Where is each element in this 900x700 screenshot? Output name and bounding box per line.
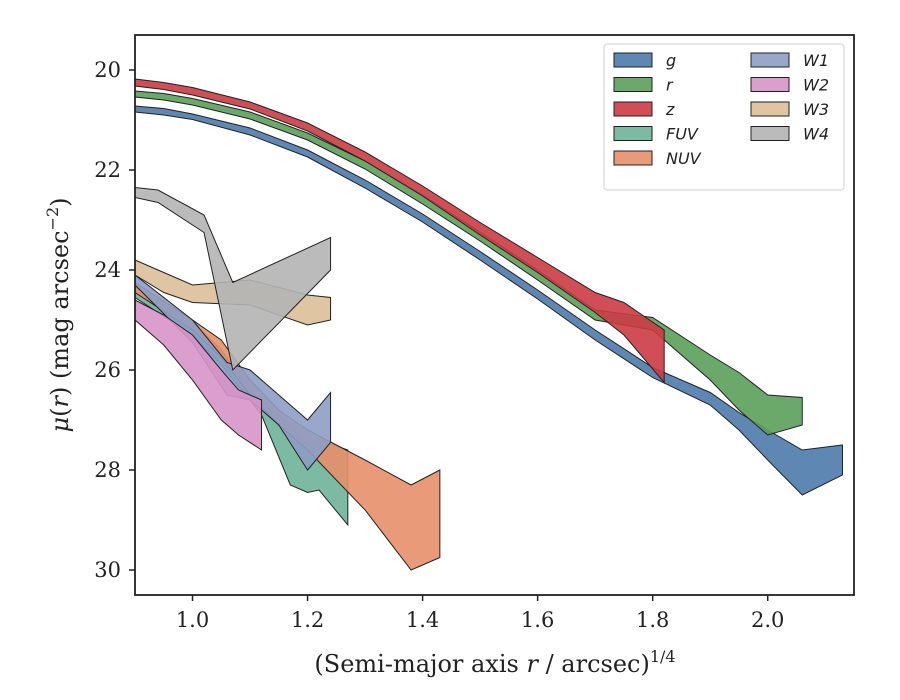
band-z xyxy=(134,78,665,384)
y-tick-label: 28 xyxy=(94,458,121,482)
legend-label-w2: W2 xyxy=(803,76,829,95)
legend-swatch-w2 xyxy=(750,77,790,92)
legend-swatch-nuv xyxy=(613,150,653,166)
legend-swatch-w1 xyxy=(750,52,790,68)
x-tick-label: 1.2 xyxy=(291,608,324,632)
legend-label-w1: W1 xyxy=(803,51,829,70)
x-tick-label: 2.0 xyxy=(751,608,784,632)
band-g xyxy=(134,105,843,496)
x-tick-label: 1.0 xyxy=(176,608,209,632)
legend-label-z: z xyxy=(665,100,675,119)
y-tick-label: 20 xyxy=(94,58,121,82)
legend-swatch-r xyxy=(613,77,653,92)
legend-swatch-z xyxy=(613,101,653,117)
band-w2 xyxy=(134,299,263,451)
y-tick-label: 26 xyxy=(94,358,121,382)
legend-label-w4: W4 xyxy=(803,125,829,144)
y-axis-ticks: 20 22 24 26 28 30 xyxy=(94,58,135,582)
legend-label-r: r xyxy=(666,76,674,95)
y-tick-label: 24 xyxy=(94,258,121,282)
y-axis-label: μ(r) (mag arcsec−2) xyxy=(43,197,74,432)
series-bands xyxy=(134,78,843,571)
plot-frame xyxy=(134,34,855,596)
x-tick-label: 1.8 xyxy=(636,608,669,632)
x-tick-label: 1.6 xyxy=(521,608,554,632)
y-tick-label: 22 xyxy=(94,158,121,182)
legend-swatch-g xyxy=(613,52,653,68)
x-tick-label: 1.4 xyxy=(406,608,439,632)
legend-label-fuv: FUV xyxy=(666,125,699,144)
legend-label-g: g xyxy=(666,51,676,70)
x-axis-ticks: 1.0 1.2 1.4 1.6 1.8 2.0 xyxy=(176,595,784,632)
legend-swatch-w3 xyxy=(750,101,790,117)
legend: grz FUV NUV W1 W2 W3 W4 xyxy=(603,43,845,191)
legend-swatch-w4 xyxy=(750,126,790,141)
y-tick-label: 30 xyxy=(94,558,121,582)
band-w4 xyxy=(134,186,332,372)
legend-label-nuv: NUV xyxy=(666,149,702,168)
legend-swatch-fuv xyxy=(613,126,653,141)
legend-label-w3: W3 xyxy=(803,100,829,119)
x-axis-label: (Semi-major axis r / arcsec)1/4 xyxy=(314,647,675,678)
